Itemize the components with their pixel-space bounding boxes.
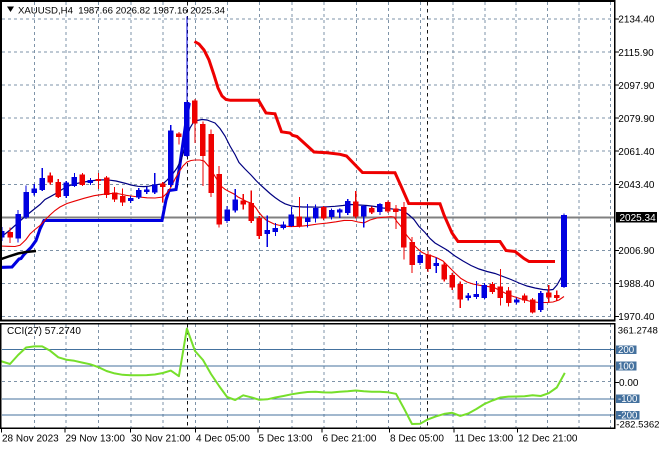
svg-text:4 Dec 05:00: 4 Dec 05:00 bbox=[196, 434, 250, 445]
svg-text:12 Dec 21:00: 12 Dec 21:00 bbox=[518, 434, 578, 445]
svg-text:200: 200 bbox=[618, 345, 635, 356]
svg-text:2043.40: 2043.40 bbox=[618, 180, 655, 191]
svg-text:2079.90: 2079.90 bbox=[618, 114, 655, 125]
svg-text:2061.40: 2061.40 bbox=[618, 147, 655, 158]
svg-text:2115.90: 2115.90 bbox=[618, 48, 654, 59]
svg-text:CCI(27) 57.2740: CCI(27) 57.2740 bbox=[7, 326, 81, 337]
svg-text:2097.90: 2097.90 bbox=[618, 81, 655, 92]
svg-text:30 Nov 21:00: 30 Nov 21:00 bbox=[131, 434, 191, 445]
svg-text:28 Nov 2023: 28 Nov 2023 bbox=[2, 434, 59, 445]
svg-text:8 Dec 05:00: 8 Dec 05:00 bbox=[390, 434, 444, 445]
svg-text:2006.90: 2006.90 bbox=[618, 246, 655, 257]
svg-text:1988.40: 1988.40 bbox=[618, 279, 655, 290]
svg-text:361.2748: 361.2748 bbox=[618, 326, 658, 337]
svg-text:0.00: 0.00 bbox=[619, 378, 639, 389]
svg-text:100: 100 bbox=[618, 361, 635, 372]
svg-text:1970.40: 1970.40 bbox=[618, 312, 655, 323]
svg-text:2025.34: 2025.34 bbox=[620, 213, 657, 224]
svg-text:6 Dec 21:00: 6 Dec 21:00 bbox=[323, 434, 377, 445]
svg-text:2134.40: 2134.40 bbox=[618, 15, 655, 26]
svg-text:-282.5362: -282.5362 bbox=[616, 420, 659, 431]
svg-text:29 Nov 13:00: 29 Nov 13:00 bbox=[66, 434, 126, 445]
svg-text:5 Dec 13:00: 5 Dec 13:00 bbox=[259, 434, 313, 445]
svg-text:11 Dec 13:00: 11 Dec 13:00 bbox=[455, 434, 514, 445]
svg-text:-200: -200 bbox=[618, 411, 638, 422]
svg-text:-100: -100 bbox=[618, 394, 638, 405]
svg-text:XAUUSD,H4 1987.66 2026.82 198: XAUUSD,H4 1987.66 2026.82 1987.16 2025.3… bbox=[18, 5, 226, 16]
